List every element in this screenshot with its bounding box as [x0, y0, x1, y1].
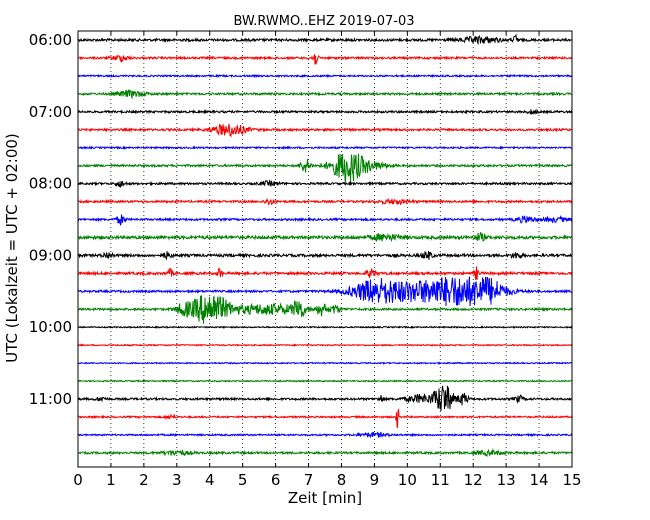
- y-tick-label: 06:00: [29, 31, 72, 49]
- trace-row-19: [77, 379, 573, 383]
- trace-row-13: [77, 266, 573, 281]
- x-tick-label: 12: [464, 471, 483, 489]
- trace-row-10: [77, 214, 573, 226]
- trace-row-9: [77, 197, 573, 206]
- trace-row-14: [77, 276, 573, 307]
- trace-row-6: [77, 145, 573, 150]
- trace-row-18: [77, 361, 573, 365]
- trace-row-21: [77, 408, 573, 429]
- y-axis-label: UTC (Lokalzeit = UTC + 02:00): [3, 133, 21, 363]
- trace-row-16: [77, 325, 573, 329]
- x-tick-label: 9: [370, 471, 380, 489]
- x-tick-label: 15: [562, 471, 581, 489]
- trace-row-15: [77, 295, 573, 324]
- x-tick-label: 8: [337, 471, 347, 489]
- trace-row-1: [77, 54, 573, 65]
- chart-title: BW.RWMO..EHZ 2019-07-03: [233, 14, 414, 29]
- x-tick-label: 4: [205, 471, 215, 489]
- trace-row-23: [77, 448, 573, 458]
- x-tick-label: 14: [530, 471, 549, 489]
- y-tick-label: 09:00: [29, 246, 72, 264]
- trace-row-5: [77, 123, 573, 138]
- trace-row-8: [77, 179, 573, 188]
- trace-row-22: [77, 431, 573, 438]
- trace-row-4: [77, 108, 573, 116]
- trace-row-2: [77, 73, 573, 79]
- trace-row-17: [77, 343, 573, 347]
- x-tick-label: 1: [106, 471, 116, 489]
- trace-row-12: [77, 250, 573, 260]
- y-tick-label: 10:00: [29, 318, 72, 336]
- x-tick-label: 5: [238, 471, 248, 489]
- y-tick-label: 07:00: [29, 103, 72, 121]
- x-tick-label: 10: [398, 471, 417, 489]
- trace-row-0: [77, 33, 573, 46]
- trace-layer: [77, 33, 573, 458]
- grid-layer: [110, 31, 540, 467]
- y-tick-label: 08:00: [29, 175, 72, 193]
- x-tick-label: 13: [497, 471, 516, 489]
- trace-row-20: [77, 385, 573, 412]
- x-tick-label: 7: [304, 471, 314, 489]
- trace-row-7: [77, 153, 573, 183]
- x-tick-label: 11: [431, 471, 450, 489]
- trace-row-11: [77, 232, 573, 243]
- y-tick-label: 11:00: [29, 390, 72, 408]
- x-tick-label: 6: [271, 471, 281, 489]
- x-axis-label: Zeit [min]: [288, 489, 362, 507]
- x-tick-label: 3: [172, 471, 182, 489]
- axis-layer: 0 1 2 3 4 5 6 7 8 9 10 11 12 13 14 1506:0007:0008:0009:…: [29, 31, 582, 489]
- plot-frame: [77, 30, 573, 468]
- x-tick-label: 2: [139, 471, 149, 489]
- x-tick-label: 0: [73, 471, 83, 489]
- trace-row-3: [77, 89, 573, 100]
